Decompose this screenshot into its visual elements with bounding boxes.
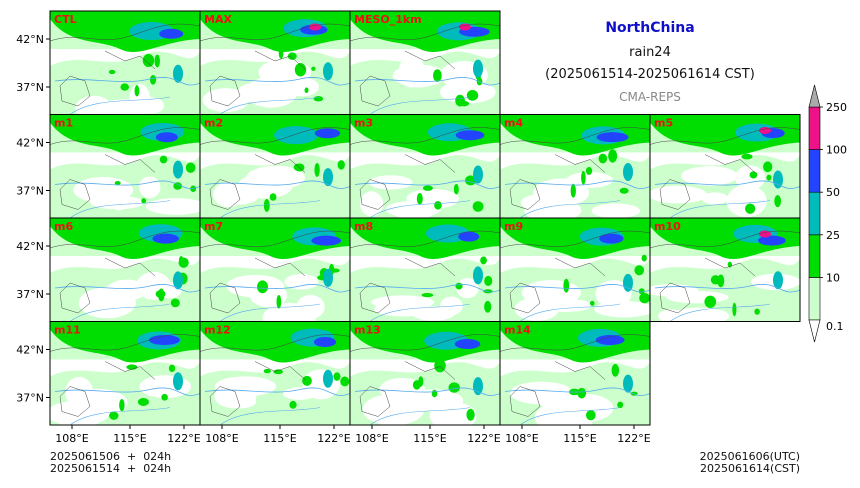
lon-tick-label: 115°E	[263, 432, 296, 445]
period-title: (2025061514-2025061614 CST)	[545, 67, 755, 82]
panel-label: m5	[654, 117, 673, 130]
panel-label: MAX	[204, 13, 232, 26]
lon-tick-label: 115°E	[563, 432, 596, 445]
colorbar-over-arrow	[808, 84, 821, 108]
lon-tick-label: 122°E	[167, 432, 200, 445]
colorbar-level-label: 100	[826, 144, 847, 157]
lon-tick-label: 122°E	[467, 432, 500, 445]
lon-tick-label: 108°E	[505, 432, 538, 445]
lon-tick-label: 122°E	[617, 432, 650, 445]
panel-label: m12	[204, 324, 231, 337]
panel-label: CTL	[54, 13, 77, 26]
panel-label: m13	[354, 324, 381, 337]
map-panel	[50, 321, 200, 425]
panel-label: m11	[54, 324, 81, 337]
colorbar-under-arrow	[808, 319, 821, 343]
colorbar-segment	[808, 191, 821, 236]
map-panel	[200, 114, 350, 218]
lon-tick-label: 108°E	[55, 432, 88, 445]
lat-tick-label: 42°N	[16, 137, 44, 150]
colorbar-segment	[808, 149, 821, 193]
colorbar-level-label: 0.1	[826, 320, 844, 333]
map-panel	[200, 218, 350, 322]
lat-tick-label: 37°N	[16, 185, 44, 198]
map-panel	[350, 114, 500, 218]
map-panel	[500, 321, 650, 425]
map-panel	[50, 218, 200, 322]
panel-label: m10	[654, 220, 681, 233]
map-panel	[650, 218, 800, 322]
map-panel	[50, 11, 200, 115]
map-panel	[200, 321, 350, 425]
map-panel	[650, 114, 800, 218]
colorbar-segment	[808, 106, 821, 150]
panel-label: m6	[54, 220, 73, 233]
panel-label: m14	[504, 324, 531, 337]
panel-label: m1	[54, 117, 73, 130]
lat-tick-label: 42°N	[16, 33, 44, 46]
map-panel	[50, 114, 200, 218]
lon-tick-label: 122°E	[317, 432, 350, 445]
variable-title: rain24	[629, 45, 671, 60]
panel-label: m8	[354, 220, 373, 233]
valid-time-note: 2025061606(UTC) 2025061614(CST)	[699, 450, 800, 475]
lon-tick-label: 115°E	[113, 432, 146, 445]
map-panel	[200, 11, 350, 115]
colorbar-level-label: 50	[826, 186, 840, 199]
lon-tick-label: 108°E	[205, 432, 238, 445]
panel-label: m7	[204, 220, 223, 233]
lat-tick-label: 37°N	[16, 288, 44, 301]
region-title: NorthChina	[605, 20, 695, 36]
init-time-note: 2025061506 + 024h 2025061514 + 024h	[50, 450, 172, 475]
panel-label: MESO_1km	[354, 13, 422, 26]
colorbar-segment	[808, 234, 821, 278]
colorbar-level-label: 10	[826, 271, 840, 284]
panel-label: m9	[504, 220, 523, 233]
colorbar-level-label: 250	[826, 101, 847, 114]
panel-label: m2	[204, 117, 223, 130]
lat-tick-label: 37°N	[16, 81, 44, 94]
map-panel	[350, 321, 500, 425]
lat-tick-label: 42°N	[16, 344, 44, 357]
colorbar-segment	[808, 277, 821, 321]
map-panel	[500, 114, 650, 218]
colorbar-level-label: 25	[826, 229, 840, 242]
map-panel	[500, 218, 650, 322]
panel-label: m3	[354, 117, 373, 130]
map-panel	[350, 218, 500, 322]
lon-tick-label: 108°E	[355, 432, 388, 445]
lat-tick-label: 37°N	[16, 392, 44, 405]
map-panel	[350, 11, 500, 115]
source-title: CMA-REPS	[619, 90, 681, 104]
panel-label: m4	[504, 117, 523, 130]
lat-tick-label: 42°N	[16, 240, 44, 253]
lon-tick-label: 115°E	[413, 432, 446, 445]
